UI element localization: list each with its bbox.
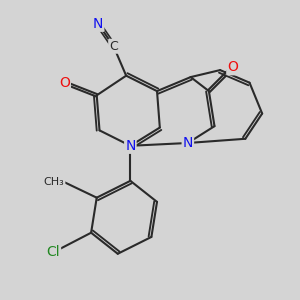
Text: O: O bbox=[59, 76, 70, 90]
Text: N: N bbox=[93, 17, 103, 31]
Text: C: C bbox=[109, 40, 118, 53]
Text: CH₃: CH₃ bbox=[44, 177, 64, 187]
Text: N: N bbox=[183, 136, 193, 150]
Text: Cl: Cl bbox=[46, 245, 60, 260]
Text: O: O bbox=[227, 60, 238, 74]
Text: N: N bbox=[125, 139, 136, 153]
